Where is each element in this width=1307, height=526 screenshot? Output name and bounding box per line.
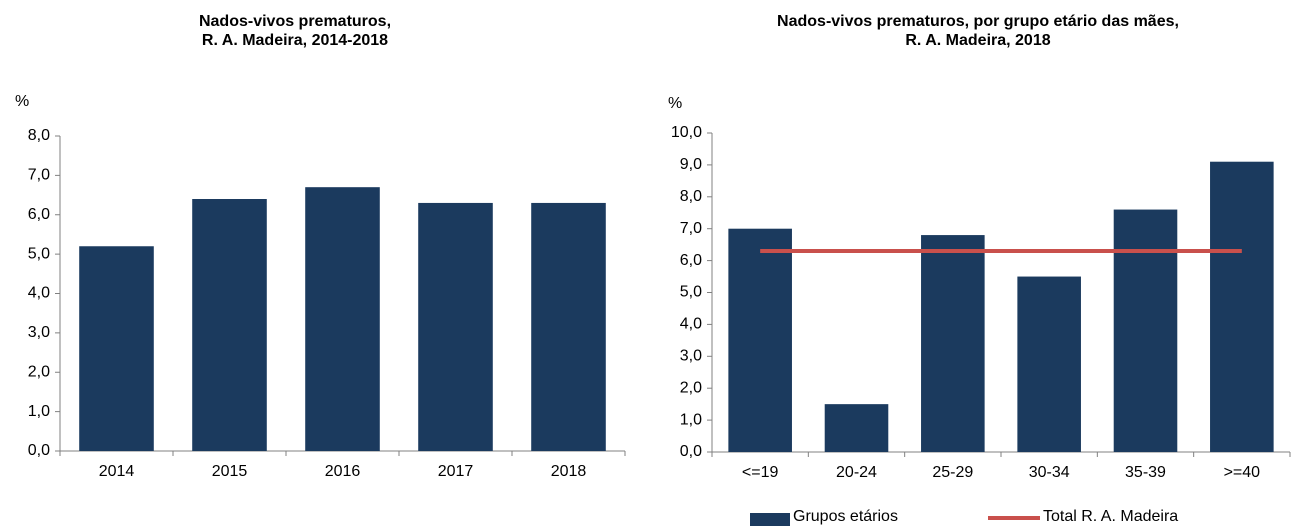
y-tick-label: 6,0 [28, 206, 50, 223]
bar [824, 404, 889, 452]
x-tick-label: >=40 [1224, 464, 1261, 481]
y-tick-label: 5,0 [28, 245, 50, 262]
bar [531, 202, 606, 451]
legend-label: Grupos etários [793, 508, 898, 525]
legend-swatch [750, 513, 790, 526]
bar [1113, 209, 1178, 452]
legend-label: Total R. A. Madeira [1043, 508, 1178, 525]
chart-title: Nados-vivos prematuros, por grupo etário… [777, 13, 1179, 30]
y-tick-label: 2,0 [28, 363, 50, 380]
x-tick-label: 2014 [99, 463, 135, 480]
y-axis-label: % [15, 93, 29, 110]
chart-title: R. A. Madeira, 2014-2018 [202, 32, 388, 49]
y-tick-label: 1,0 [680, 411, 702, 428]
y-tick-label: 3,0 [28, 324, 50, 341]
bar [192, 199, 267, 451]
x-tick-label: 2015 [212, 463, 248, 480]
y-tick-label: 9,0 [680, 156, 702, 173]
y-tick-label: 4,0 [680, 316, 702, 333]
bar [921, 235, 985, 452]
y-tick-label: 7,0 [680, 220, 702, 237]
x-tick-label: 2016 [325, 463, 361, 480]
y-tick-label: 8,0 [680, 188, 702, 205]
y-tick-label: 4,0 [28, 285, 50, 302]
bar [79, 246, 154, 451]
bar [305, 187, 380, 451]
y-axis-label: % [668, 95, 682, 112]
bar [1210, 161, 1274, 452]
x-tick-label: 2017 [438, 463, 474, 480]
y-tick-label: 2,0 [680, 379, 702, 396]
chart-title: Nados-vivos prematuros, [199, 13, 391, 30]
y-tick-label: 8,0 [28, 127, 50, 144]
x-tick-label: <=19 [742, 464, 779, 481]
y-tick-label: 0,0 [28, 442, 50, 459]
bar [728, 228, 792, 452]
y-tick-label: 0,0 [680, 443, 702, 460]
y-tick-label: 3,0 [680, 348, 702, 365]
chart-title: R. A. Madeira, 2018 [905, 32, 1050, 49]
x-tick-label: 30-34 [1029, 464, 1070, 481]
y-tick-label: 5,0 [680, 284, 702, 301]
x-tick-label: 25-29 [932, 464, 973, 481]
y-tick-label: 7,0 [28, 167, 50, 184]
x-tick-label: 20-24 [836, 464, 877, 481]
y-tick-label: 1,0 [28, 403, 50, 420]
bar [1017, 276, 1081, 452]
bar [418, 202, 493, 451]
y-tick-label: 10,0 [671, 124, 702, 141]
x-tick-label: 2018 [551, 463, 587, 480]
x-tick-label: 35-39 [1125, 464, 1166, 481]
y-tick-label: 6,0 [680, 252, 702, 269]
